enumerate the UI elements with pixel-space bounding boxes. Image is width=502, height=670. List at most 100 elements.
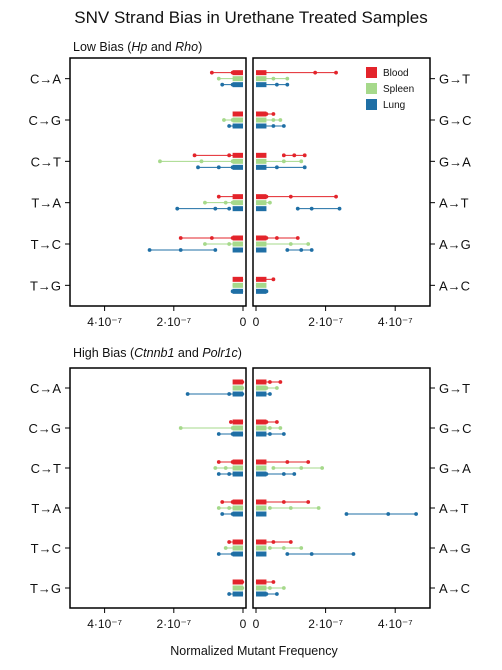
data-point-spleen (213, 466, 218, 470)
row-label-right: G→A (439, 461, 471, 476)
data-point-spleen (281, 159, 286, 164)
data-point-spleen (216, 76, 221, 81)
row-label-left: T→C (31, 541, 61, 556)
data-point-blood (274, 236, 279, 240)
data-point-lung (257, 392, 262, 396)
data-point-blood (230, 236, 235, 240)
row-label-right: A→C (439, 581, 470, 596)
data-point-lung (216, 552, 221, 556)
data-point-blood (234, 277, 238, 282)
data-point-lung (230, 432, 235, 436)
data-point-lung (147, 248, 152, 252)
data-point-lung (234, 592, 238, 596)
data-point-spleen (261, 118, 265, 122)
legend-swatch-lung (366, 99, 377, 110)
x-tick-label: 4·10⁻⁷ (87, 617, 122, 631)
data-point-spleen (237, 386, 242, 390)
cluster-box-spleen (256, 465, 267, 471)
data-point-lung (239, 432, 244, 436)
data-point-lung (216, 472, 221, 476)
chart-title: SNV Strand Bias in Urethane Treated Samp… (74, 8, 427, 27)
cluster-box-lung (232, 164, 243, 170)
data-point-spleen (230, 159, 235, 164)
cluster-box-lung (232, 391, 243, 397)
data-point-blood (238, 380, 243, 384)
data-point-lung (261, 124, 265, 128)
data-point-lung (239, 289, 244, 294)
data-point-blood (268, 380, 272, 384)
data-point-spleen (281, 546, 286, 550)
data-point-blood (264, 194, 269, 199)
panels-layer: Low Bias (Hp and Rho) 4·10⁻⁷ 4·10⁻⁷ 2·10⁻⁷ 2… (29, 40, 472, 631)
row-label-right: G→T (439, 72, 470, 87)
data-point-spleen (268, 200, 272, 205)
data-point-lung (281, 124, 286, 128)
data-point-spleen (320, 466, 325, 470)
panel-2: High Bias (Ctnnb1 and Polr1c) 4·10⁻⁷ 4·10⁻… (29, 346, 472, 631)
data-point-spleen (261, 283, 265, 288)
row-label-left: C→A (30, 381, 61, 396)
data-point-spleen (316, 506, 321, 510)
data-point-lung (257, 592, 262, 596)
data-point-spleen (216, 506, 221, 510)
data-point-blood (264, 420, 269, 424)
panel-title: High Bias (Ctnnb1 and Polr1c) (73, 346, 242, 360)
data-point-lung (213, 248, 218, 252)
data-point-lung (227, 472, 232, 476)
legend-label-blood: Blood (383, 68, 409, 79)
data-point-spleen (271, 466, 276, 470)
gene-name: Ctnnb1 (134, 346, 174, 360)
left-plot-frame (69, 367, 247, 609)
data-point-blood (227, 540, 232, 544)
data-point-blood (227, 153, 232, 158)
panel-title-text: and (147, 40, 175, 54)
data-point-lung (257, 289, 262, 294)
data-point-spleen (288, 506, 293, 510)
data-point-spleen (268, 546, 272, 550)
x-tick-label: 0 (240, 617, 247, 631)
data-point-lung (237, 124, 242, 128)
data-point-blood (288, 540, 293, 544)
data-point-lung (268, 432, 272, 436)
data-point-blood (209, 70, 214, 75)
row-label-right: G→C (439, 113, 472, 128)
data-point-spleen (235, 283, 240, 288)
row-label-left: T→G (30, 278, 61, 293)
data-point-blood (239, 420, 244, 424)
data-point-lung (261, 165, 265, 170)
data-point-spleen (222, 118, 226, 122)
data-point-spleen (230, 200, 235, 205)
data-point-lung (175, 206, 180, 211)
data-point-lung (386, 512, 391, 516)
data-point-blood (302, 153, 307, 158)
data-point-lung (234, 289, 238, 294)
data-point-spleen (274, 386, 279, 390)
data-point-lung (261, 289, 265, 294)
data-point-lung (237, 472, 242, 476)
data-point-blood (234, 420, 238, 424)
data-point-lung (227, 392, 232, 396)
cluster-box-blood (232, 499, 243, 505)
data-point-blood (306, 460, 311, 464)
row-label-left: T→A (31, 501, 61, 516)
row-label-right: G→T (439, 381, 470, 396)
data-point-spleen (271, 76, 276, 81)
gene-name: Polr1c (202, 346, 238, 360)
cluster-box-spleen (232, 200, 243, 206)
data-point-lung (257, 82, 262, 87)
data-point-lung (302, 165, 307, 170)
legend-label-lung: Lung (383, 100, 405, 111)
cluster-box-lung (256, 511, 267, 517)
data-point-spleen (278, 118, 283, 122)
data-point-blood (234, 112, 238, 116)
x-tick-label: 4·10⁻⁷ (378, 315, 413, 329)
data-point-spleen (285, 76, 290, 81)
x-tick-label: 4·10⁻⁷ (378, 617, 413, 631)
cluster-box-spleen (256, 505, 267, 511)
data-point-lung (337, 206, 342, 211)
data-point-lung (230, 512, 235, 516)
data-point-blood (228, 420, 233, 424)
data-point-lung (227, 592, 232, 596)
row-label-right: A→T (439, 501, 469, 516)
data-point-lung (220, 82, 225, 87)
